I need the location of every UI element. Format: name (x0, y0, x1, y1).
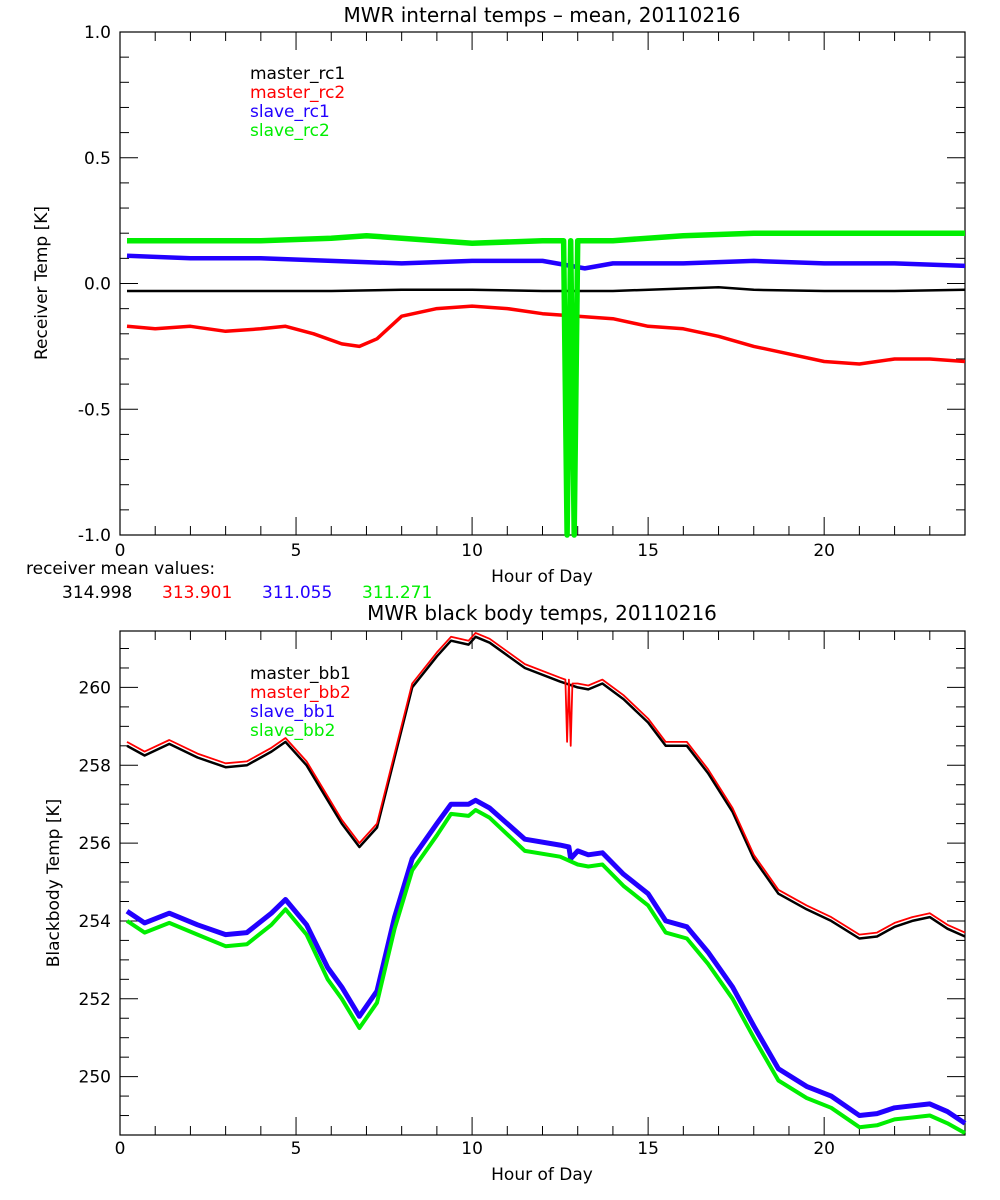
x-tick-label: 15 (637, 541, 659, 561)
legend-entry: master_bb2 (250, 683, 351, 703)
series-line-master-rc2 (126, 304, 966, 366)
x-tick-label: 5 (291, 541, 302, 561)
series-line-slave-bb1 (125, 797, 967, 1126)
series-line-slave-bb2 (125, 808, 966, 1135)
legend-entry: master_rc2 (250, 83, 345, 103)
chart-title: MWR internal temps – mean, 20110216 (343, 3, 740, 27)
y-tick-label: 250 (79, 1068, 111, 1088)
x-tick-label: 5 (291, 1139, 302, 1159)
y-tick-label: 258 (79, 756, 111, 776)
blackbody-temp-chart: MWR black body temps, 20110216 Hour of D… (44, 601, 967, 1185)
y-tick-label: 252 (79, 990, 111, 1010)
ticks: 0 5 10 15 20 1.0 0.5 0.0 -0.5 -1.0 (78, 23, 966, 561)
y-axis-label: Blackbody Temp [K] (44, 799, 64, 968)
ticks: 0 5 10 15 20 250 252 254 256 258 260 (79, 631, 966, 1159)
x-tick-label: 0 (115, 1139, 126, 1159)
series-group (125, 632, 967, 1135)
series-line-slave-rc2 (127, 230, 965, 538)
plot-frame (119, 630, 966, 1136)
series-group (126, 230, 966, 538)
x-tick-label: 15 (637, 1139, 659, 1159)
y-tick-label: -0.5 (78, 400, 111, 420)
receiver-mean-value: 311.271 (362, 583, 432, 603)
legend-entry: master_rc1 (250, 64, 345, 84)
x-axis-label: Hour of Day (491, 1165, 593, 1185)
y-tick-label: 254 (79, 912, 111, 932)
y-tick-label: 0.5 (84, 149, 111, 169)
y-tick-label: 260 (79, 678, 111, 698)
receiver-mean-value: 313.901 (162, 583, 232, 603)
axes (119, 630, 966, 1136)
x-axis-label: Hour of Day (491, 567, 593, 587)
y-tick-label: 0.0 (84, 275, 111, 295)
plot-frame (119, 31, 966, 536)
receiver-temp-chart: MWR internal temps – mean, 20110216 Hour… (32, 3, 966, 587)
y-axis-label: Receiver Temp [K] (32, 206, 52, 360)
axes (119, 31, 966, 536)
series-line-master-bb1 (126, 635, 966, 940)
receiver-mean-label: receiver mean values: (26, 559, 215, 579)
series-line-slave-rc1 (126, 253, 966, 271)
legend-entry: slave_bb1 (250, 702, 335, 722)
x-tick-label: 10 (461, 1139, 483, 1159)
legend-entry: slave_rc2 (250, 121, 330, 141)
y-tick-label: -1.0 (78, 526, 111, 546)
legend-entry: slave_rc1 (250, 102, 330, 122)
x-tick-label: 10 (461, 541, 483, 561)
x-tick-label: 0 (115, 541, 126, 561)
x-tick-label: 20 (813, 541, 835, 561)
receiver-mean-values: receiver mean values: 314.998 313.901 31… (26, 559, 432, 603)
legend-entry: slave_bb2 (250, 721, 335, 741)
receiver-mean-value: 311.055 (262, 583, 332, 603)
series-line-master-rc1 (127, 286, 966, 293)
chart-title: MWR black body temps, 20110216 (367, 601, 717, 625)
series-line-master-bb2 (126, 632, 966, 936)
y-tick-label: 1.0 (84, 23, 111, 43)
legend-entry: master_bb1 (250, 664, 351, 684)
receiver-mean-value: 314.998 (62, 583, 132, 603)
y-tick-label: 256 (79, 834, 111, 854)
x-tick-label: 20 (813, 1139, 835, 1159)
